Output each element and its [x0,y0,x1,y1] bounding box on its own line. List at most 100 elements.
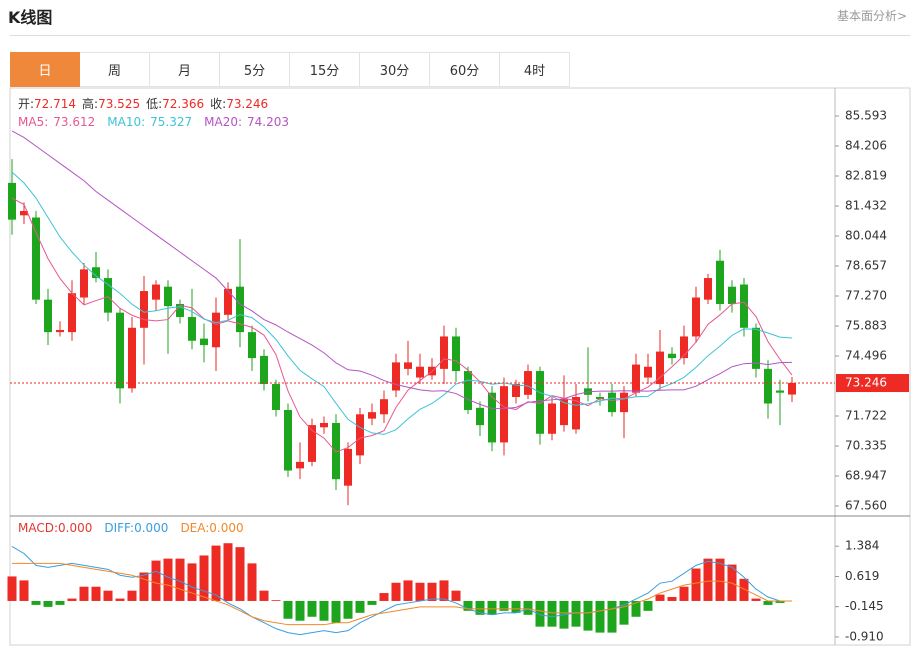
candle-body [32,217,40,300]
period-tab[interactable]: 月 [150,52,220,87]
period-tab[interactable]: 周 [80,52,150,87]
candle-body [500,386,508,443]
y-tick-label: 77.270 [845,289,887,303]
candle-body [776,390,784,393]
y-tick-label: 75.883 [845,318,887,332]
y-tick-label: 82.819 [845,168,887,182]
macd-bar [211,545,221,601]
fundamental-link[interactable]: 基本面分析> [836,9,907,23]
macd-bar [307,600,317,617]
candle-body [536,371,544,434]
candle-body [272,384,280,410]
candle-body [392,362,400,391]
chart-frame [9,87,911,646]
ohlc-value: 73.525 [98,97,140,111]
candle-body [596,397,604,400]
ohlc-label: 低: [146,97,162,111]
macd-bar [139,572,149,601]
macd-bar [79,586,89,601]
candle-body [488,392,496,443]
macd-bar [259,590,269,601]
macd-bar [367,600,377,605]
candle-body [20,211,28,216]
macd-bar [595,600,605,633]
y-tick-label: 85.593 [845,108,887,122]
macd-bar [415,582,425,601]
macd-bar [343,600,353,619]
macd-bar [163,558,173,601]
candle-body [164,286,172,307]
macd-bar [295,600,305,621]
candle-body [308,425,316,462]
macd-bar [379,593,389,601]
candle-body [560,399,568,426]
candle-body [200,338,208,346]
macd-bar [571,600,581,627]
y-tick-label: 71.722 [845,408,887,422]
macd-bar [247,563,257,601]
macd-bar [655,594,665,601]
macd-bar [355,600,365,613]
period-tab[interactable]: 日 [10,52,80,87]
candle-body [284,409,292,471]
candle-body [116,312,124,389]
candle-body [248,332,256,359]
candle-body [236,286,244,333]
candle-body [728,286,736,305]
candle-body [716,260,724,305]
legend-value: 75.327 [150,115,192,129]
legend-value: 73.612 [53,115,95,129]
macd-bar [619,600,629,625]
candle-body [608,392,616,413]
candle-body [356,414,364,456]
macd-bar [667,597,677,601]
candle-body [152,284,160,300]
y-tick-label: 1.384 [845,539,879,553]
period-tab[interactable]: 4时 [500,52,570,87]
macd-bar [43,600,53,607]
macd-bar [463,600,473,611]
ma-line [11,197,793,453]
candle-body [788,383,796,395]
candle-body [548,403,556,434]
macd-bar [151,560,161,601]
macd-bar [703,558,713,601]
macd-bar [331,600,341,623]
macd-bar [715,558,725,601]
macd-bar [31,600,41,605]
y-tick-label: 78.657 [845,259,887,273]
candle-body [404,362,412,369]
candle-body [452,336,460,372]
candle-body [512,384,520,398]
candle-body [632,364,640,393]
candle-body [44,299,52,333]
legend-name: DIFF:0.000 [104,521,168,535]
current-price-label: 73.246 [845,376,887,390]
y-tick-label: 67.560 [845,499,887,513]
macd-bar [427,582,437,601]
macd-bar [763,600,773,605]
period-tab[interactable]: 60分 [430,52,500,87]
candle-body [740,284,748,328]
legend-name: MA20: [204,115,242,129]
candle-body [440,336,448,369]
candle-body [620,392,628,413]
macd-bar [535,600,545,627]
ma-line [11,171,793,435]
macd-bar [319,600,329,621]
period-tab[interactable]: 30分 [360,52,430,87]
ohlc-value: 72.366 [162,97,204,111]
macd-bar [223,543,233,601]
macd-bar [175,558,185,601]
period-tab[interactable]: 15分 [290,52,360,87]
macd-bar [643,600,653,611]
candle-body [176,304,184,317]
ma-line [11,130,793,410]
candle-body [680,336,688,359]
macd-bar [391,582,401,601]
candle-body [656,351,664,385]
period-tab[interactable]: 5分 [220,52,290,87]
macd-bar [91,586,101,601]
